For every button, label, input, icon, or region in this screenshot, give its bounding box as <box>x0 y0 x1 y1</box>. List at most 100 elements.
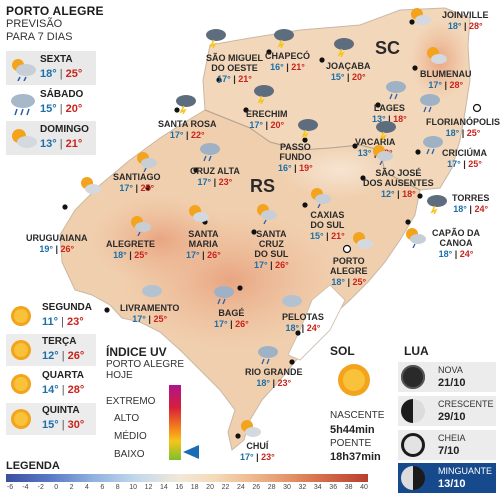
city-label-santiago: SANTIAGO 17° | 25° <box>113 172 161 193</box>
city-label-livramento: LIVRAMENTO 17° | 25° <box>120 303 180 324</box>
city-label-santa-cruz-do-sul: SANTA CRUZ DO SUL 17° | 26° <box>254 229 289 270</box>
legend-tick: -2 <box>37 484 44 491</box>
forecast-day-name: DOMINGO <box>40 124 89 135</box>
legend-tick: 24 <box>236 484 245 491</box>
temp-min: 12° <box>42 350 59 362</box>
forecast-day-item: SEGUNDA 11° | 23° <box>6 300 96 332</box>
legend-tick: 38 <box>344 484 353 491</box>
storm-icon <box>274 29 294 48</box>
city-dot <box>319 57 325 63</box>
temp-max: 30° <box>67 419 85 431</box>
city-label-bage: BAGÉ 17° | 26° <box>214 308 249 329</box>
partly-cloudy-icon <box>411 8 431 25</box>
legend-tick: 36 <box>329 484 338 491</box>
city-label-chapeco: CHAPECÓ 16° | 21° <box>265 51 311 72</box>
state-border <box>204 109 421 191</box>
storm-icon <box>298 119 318 138</box>
city-dot <box>289 359 295 365</box>
temp-max: 28° <box>67 384 85 396</box>
sunrise-label: NASCENTE <box>330 410 385 421</box>
city-label-joacaba: JOAÇABA 15° | 20° <box>326 61 371 82</box>
city-dot <box>104 307 110 313</box>
temp-min: 14° <box>42 384 59 396</box>
moon-phase-item: CHEIA 7/10 <box>398 430 496 460</box>
uv-indicator-icon <box>183 445 199 459</box>
sun-icon <box>11 374 31 394</box>
forecast-day-name: QUARTA <box>42 370 85 381</box>
forecast-day-name: TERÇA <box>42 336 77 347</box>
city-label-pelotas: PELOTAS 18° | 24° <box>282 312 324 333</box>
temp-min: 11° <box>42 316 59 328</box>
florianopolis-dot <box>472 103 482 113</box>
legend-tick: 22 <box>221 484 230 491</box>
temp-max: 26° <box>67 350 85 362</box>
city-label-blumenau: BLUMENAU 17° | 28° <box>420 69 472 90</box>
forecast-day-name: SÁBADO <box>40 89 84 100</box>
city-label-lages: LAGES 13° | 18° <box>372 103 407 124</box>
forecast-day-item: QUARTA 14° | 28° <box>6 368 96 400</box>
forecast-day-item: TERÇA 12° | 26° <box>6 334 96 366</box>
city-label-rio-grande: RIO GRANDE 18° | 23° <box>245 367 303 388</box>
temp-max: 25° <box>65 68 83 80</box>
partly-cloudy-icon <box>353 232 373 249</box>
city-dot <box>375 102 381 108</box>
partly-cloudy-rain-icon <box>373 145 393 165</box>
state-label-sc: SC <box>375 38 401 58</box>
sun-icon <box>338 364 370 396</box>
waning-moon-icon <box>401 466 425 490</box>
legend-tick: 34 <box>313 484 322 491</box>
forecast-day-item: SEXTA 18° | 25° <box>6 51 96 85</box>
moon-phase-date: 13/10 <box>438 478 466 490</box>
page-subtitle: PREVISÃO <box>6 18 63 30</box>
moon-phase-date: 21/10 <box>438 377 466 389</box>
partly-cloudy-rain-icon <box>137 152 157 172</box>
moon-phase-name: MINGUANTE <box>438 466 492 476</box>
city-dot <box>302 202 308 208</box>
legend-tick: 28 <box>267 484 276 491</box>
temp-min: 13° <box>40 138 57 150</box>
legend-tick: 12 <box>144 484 153 491</box>
city-label-santa-maria: SANTA MARIA 17° | 26° <box>186 229 221 260</box>
uv-level-alto: ALTO <box>114 413 140 424</box>
legend-tick: 8 <box>115 484 120 491</box>
partly-cloudy-rain-icon <box>257 204 277 224</box>
city-label-sao-miguel-do-oeste: SÃO MIGUEL DO OESTE 17° | 21° <box>206 53 264 84</box>
legend-tick: 20 <box>206 484 214 491</box>
moon-phase-item: NOVA 21/10 <box>398 362 496 392</box>
partly-cloudy-icon <box>241 420 261 437</box>
city-dot <box>243 107 249 113</box>
city-dot <box>417 193 423 199</box>
uv-level-medio: MÉDIO <box>114 431 147 442</box>
rain-cloud-icon <box>200 143 220 162</box>
city-dots <box>62 19 423 439</box>
legend-tick: 18 <box>190 484 199 491</box>
city-label-uruguaiana: URUGUAIANA 19° | 26° <box>26 233 88 254</box>
city-dot <box>302 137 308 143</box>
city-label-cruz-alta: CRUZ ALTA 17° | 23° <box>190 166 240 187</box>
state-label-rs: RS <box>250 176 276 196</box>
legend-tick: 6 <box>100 484 105 491</box>
temp-min: 18° <box>40 68 57 80</box>
legend-tick: -4 <box>22 484 29 491</box>
rain-cloud-icon <box>423 136 443 155</box>
uv-level-extremo: EXTREMO <box>106 396 156 407</box>
sunset-label: POENTE <box>330 438 372 449</box>
sun-panel: SOL <box>330 344 402 358</box>
legend-tick: 2 <box>69 484 74 491</box>
partly-cloudy-rain-icon <box>131 216 151 236</box>
sun-title: SOL <box>330 344 355 358</box>
rain-cloud-icon <box>214 286 234 305</box>
moon-title: LUA <box>404 344 429 358</box>
city-dot <box>360 175 366 181</box>
storm-icon <box>427 195 447 214</box>
partly-cloudy-rain-icon <box>12 59 36 81</box>
city-label-alegrete: ALEGRETE 18° | 25° <box>106 239 156 260</box>
forecast-day-name: SEGUNDA <box>42 302 93 313</box>
temp-max: 20° <box>65 103 83 115</box>
city-label-passo-fundo: PASSO FUNDO 16° | 19° <box>278 142 313 173</box>
city-dot <box>412 65 418 71</box>
page-title: PORTO ALEGRE <box>6 4 104 18</box>
moon-phase-name: NOVA <box>438 365 463 375</box>
city-dot <box>216 77 222 83</box>
storm-icon <box>254 85 274 104</box>
